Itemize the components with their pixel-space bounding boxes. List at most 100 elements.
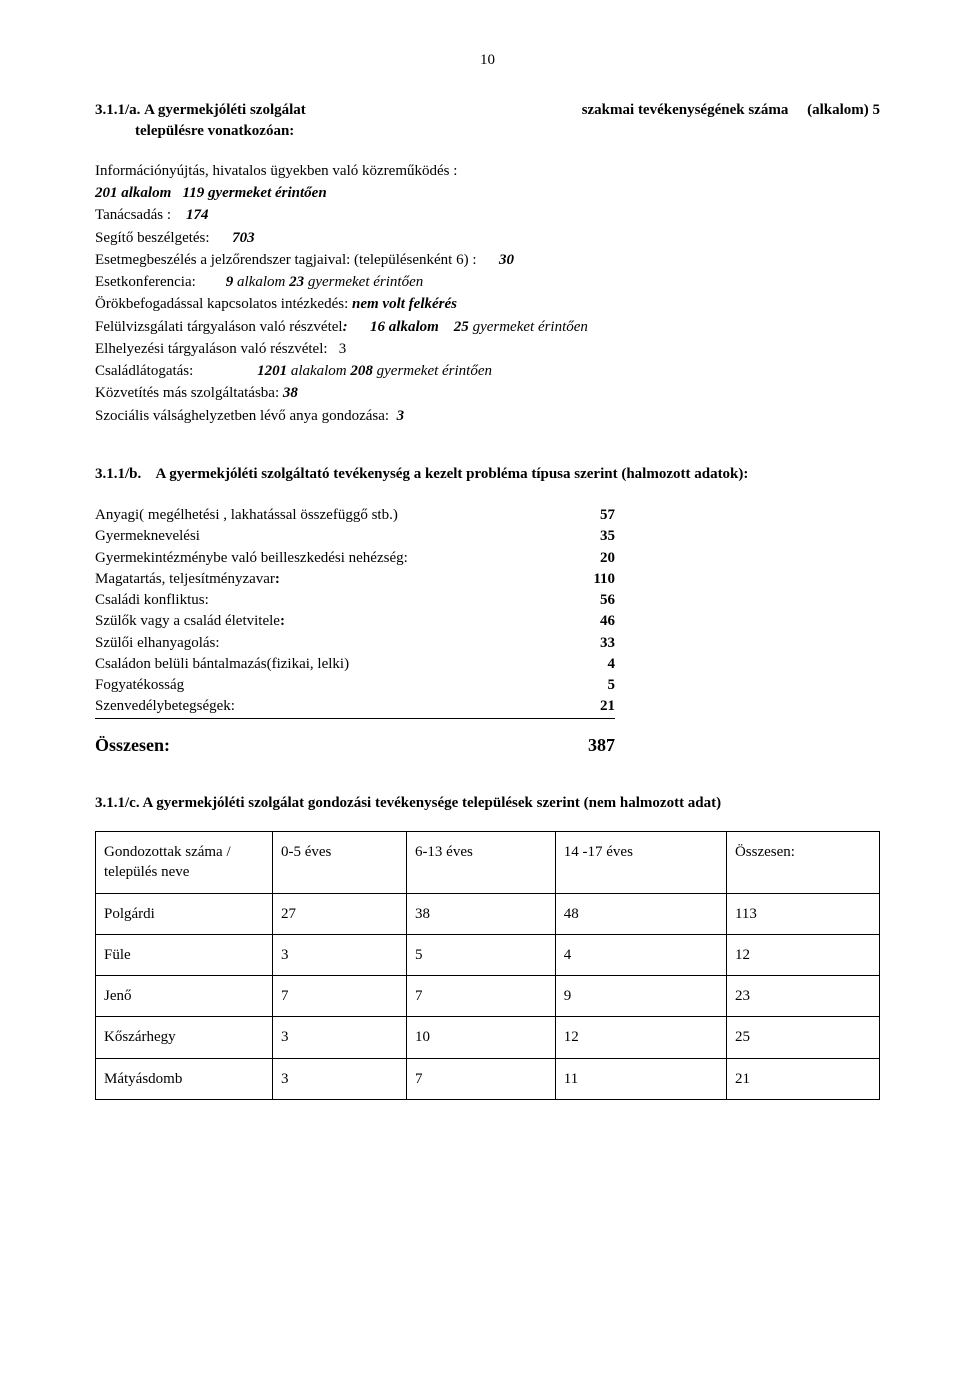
list-item: Fogyatékosság5 <box>95 675 615 695</box>
list-value: 33 <box>555 633 615 653</box>
list-label: Magatartás, teljesítményzavar: <box>95 569 555 589</box>
section-a-heading: 3.1.1/a. A gyermekjóléti szolgálat szakm… <box>95 100 880 120</box>
section-a-alkalom: (alkalom) 5 <box>807 102 880 118</box>
list-item: Anyagi( megélhetési , lakhatással összef… <box>95 505 615 525</box>
section-b-list: Anyagi( megélhetési , lakhatással összef… <box>95 505 615 719</box>
table-row: Mátyásdomb371121 <box>96 1058 880 1099</box>
list-label: Anyagi( megélhetési , lakhatással összef… <box>95 505 555 525</box>
body-line: Esetkonferencia: 9 alkalom 23 gyermeket … <box>95 272 880 292</box>
list-value: 46 <box>555 611 615 631</box>
table-cell: 3 <box>273 1058 407 1099</box>
section-b-title: A gyermekjóléti szolgáltató tevékenység … <box>155 466 748 482</box>
table-cell: Jenő <box>96 976 273 1017</box>
table-cell: 10 <box>406 1017 555 1058</box>
list-value: 57 <box>555 505 615 525</box>
body-line: Közvetítés más szolgáltatásba: 38 <box>95 383 880 403</box>
table-cell: 11 <box>555 1058 726 1099</box>
list-value: 56 <box>555 590 615 610</box>
section-a-title-mid: szakmai tevékenységének száma <box>582 102 789 118</box>
section-c-title: A gyermekjóléti szolgálat gondozási tevé… <box>143 795 722 811</box>
list-value: 4 <box>555 654 615 674</box>
table-header-cell: 6-13 éves <box>406 832 555 894</box>
list-label: Családi konfliktus: <box>95 590 555 610</box>
table-cell: 38 <box>406 893 555 934</box>
list-item: Gyermeknevelési35 <box>95 526 615 546</box>
table-header-row: Gondozottak száma / település neve0-5 év… <box>96 832 880 894</box>
section-b-num: 3.1.1/b. <box>95 466 155 482</box>
page-number: 10 <box>95 50 880 70</box>
list-value: 35 <box>555 526 615 546</box>
table-cell: 5 <box>406 934 555 975</box>
section-c: 3.1.1/c. A gyermekjóléti szolgálat gondo… <box>95 793 880 1100</box>
section-c-heading: 3.1.1/c. A gyermekjóléti szolgálat gondo… <box>95 793 880 813</box>
table-cell: Mátyásdomb <box>96 1058 273 1099</box>
table-cell: 27 <box>273 893 407 934</box>
table-cell: 12 <box>555 1017 726 1058</box>
table-cell: Kőszárhegy <box>96 1017 273 1058</box>
list-label: Fogyatékosság <box>95 675 555 695</box>
list-label: Családon belüli bántalmazás(fizikai, lel… <box>95 654 555 674</box>
body-line: Esetmegbeszélés a jelzőrendszer tagjaiva… <box>95 250 880 270</box>
list-item: Családi konfliktus:56 <box>95 590 615 610</box>
table-cell: 113 <box>726 893 879 934</box>
list-item: Szülői elhanyagolás:33 <box>95 633 615 653</box>
total-label: Összesen: <box>95 733 170 757</box>
body-line: Tanácsadás : 174 <box>95 205 880 225</box>
section-a-body: Információnyújtás, hivatalos ügyekben va… <box>95 161 880 426</box>
body-line: 201 alkalom 119 gyermeket érintően <box>95 183 880 203</box>
table-cell: 9 <box>555 976 726 1017</box>
table-cell: 25 <box>726 1017 879 1058</box>
list-item: Családon belüli bántalmazás(fizikai, lel… <box>95 654 615 674</box>
section-b-total: Összesen: 387 <box>95 733 615 757</box>
table-cell: 7 <box>273 976 407 1017</box>
list-value: 110 <box>555 569 615 589</box>
list-value: 5 <box>555 675 615 695</box>
table-cell: 7 <box>406 1058 555 1099</box>
table-row: Polgárdi273848113 <box>96 893 880 934</box>
table-cell: 3 <box>273 934 407 975</box>
section-b-heading: 3.1.1/b. A gyermekjóléti szolgáltató tev… <box>95 464 880 484</box>
table-row: Kőszárhegy3101225 <box>96 1017 880 1058</box>
table-cell: 48 <box>555 893 726 934</box>
list-item: Magatartás, teljesítményzavar:110 <box>95 569 615 589</box>
table-header-cell: Összesen: <box>726 832 879 894</box>
section-c-table: Gondozottak száma / település neve0-5 év… <box>95 831 880 1100</box>
table-row: Jenő77923 <box>96 976 880 1017</box>
body-line: Szociális válsághelyzetben lévő anya gon… <box>95 406 880 426</box>
section-a-title-line2: településre vonatkozóan: <box>135 121 880 141</box>
table-cell: Füle <box>96 934 273 975</box>
list-item: Gyermekintézménybe való beilleszkedési n… <box>95 548 615 568</box>
table-cell: 3 <box>273 1017 407 1058</box>
list-value: 20 <box>555 548 615 568</box>
table-header-cell: 14 -17 éves <box>555 832 726 894</box>
table-cell: Polgárdi <box>96 893 273 934</box>
body-line: Örökbefogadással kapcsolatos intézkedés:… <box>95 294 880 314</box>
table-cell: 21 <box>726 1058 879 1099</box>
section-a-title-left: A gyermekjóléti szolgálat <box>144 102 306 118</box>
list-item: Szenvedélybetegségek:21 <box>95 696 615 718</box>
section-c-num: 3.1.1/c. <box>95 795 143 811</box>
table-cell: 7 <box>406 976 555 1017</box>
list-value: 21 <box>555 696 615 716</box>
table-header-cell: 0-5 éves <box>273 832 407 894</box>
list-label: Szülők vagy a család életvitele: <box>95 611 555 631</box>
table-row: Füle35412 <box>96 934 880 975</box>
list-label: Gyermekintézménybe való beilleszkedési n… <box>95 548 555 568</box>
table-cell: 23 <box>726 976 879 1017</box>
table-cell: 12 <box>726 934 879 975</box>
section-a: 3.1.1/a. A gyermekjóléti szolgálat szakm… <box>95 100 880 426</box>
list-label: Szülői elhanyagolás: <box>95 633 555 653</box>
list-item: Szülők vagy a család életvitele:46 <box>95 611 615 631</box>
body-line: Segítő beszélgetés: 703 <box>95 228 880 248</box>
section-b: 3.1.1/b. A gyermekjóléti szolgáltató tev… <box>95 464 880 757</box>
table-header-cell: Gondozottak száma / település neve <box>96 832 273 894</box>
list-label: Szenvedélybetegségek: <box>95 696 555 716</box>
body-line: Elhelyezési tárgyaláson való részvétel: … <box>95 339 880 359</box>
table-cell: 4 <box>555 934 726 975</box>
body-line: Családlátogatás: 1201 alakalom 208 gyerm… <box>95 361 880 381</box>
body-line: Felülvizsgálati tárgyaláson való részvét… <box>95 317 880 337</box>
list-label: Gyermeknevelési <box>95 526 555 546</box>
section-a-num: 3.1.1/a. <box>95 102 140 118</box>
body-line: Információnyújtás, hivatalos ügyekben va… <box>95 161 880 181</box>
total-value: 387 <box>555 733 615 757</box>
